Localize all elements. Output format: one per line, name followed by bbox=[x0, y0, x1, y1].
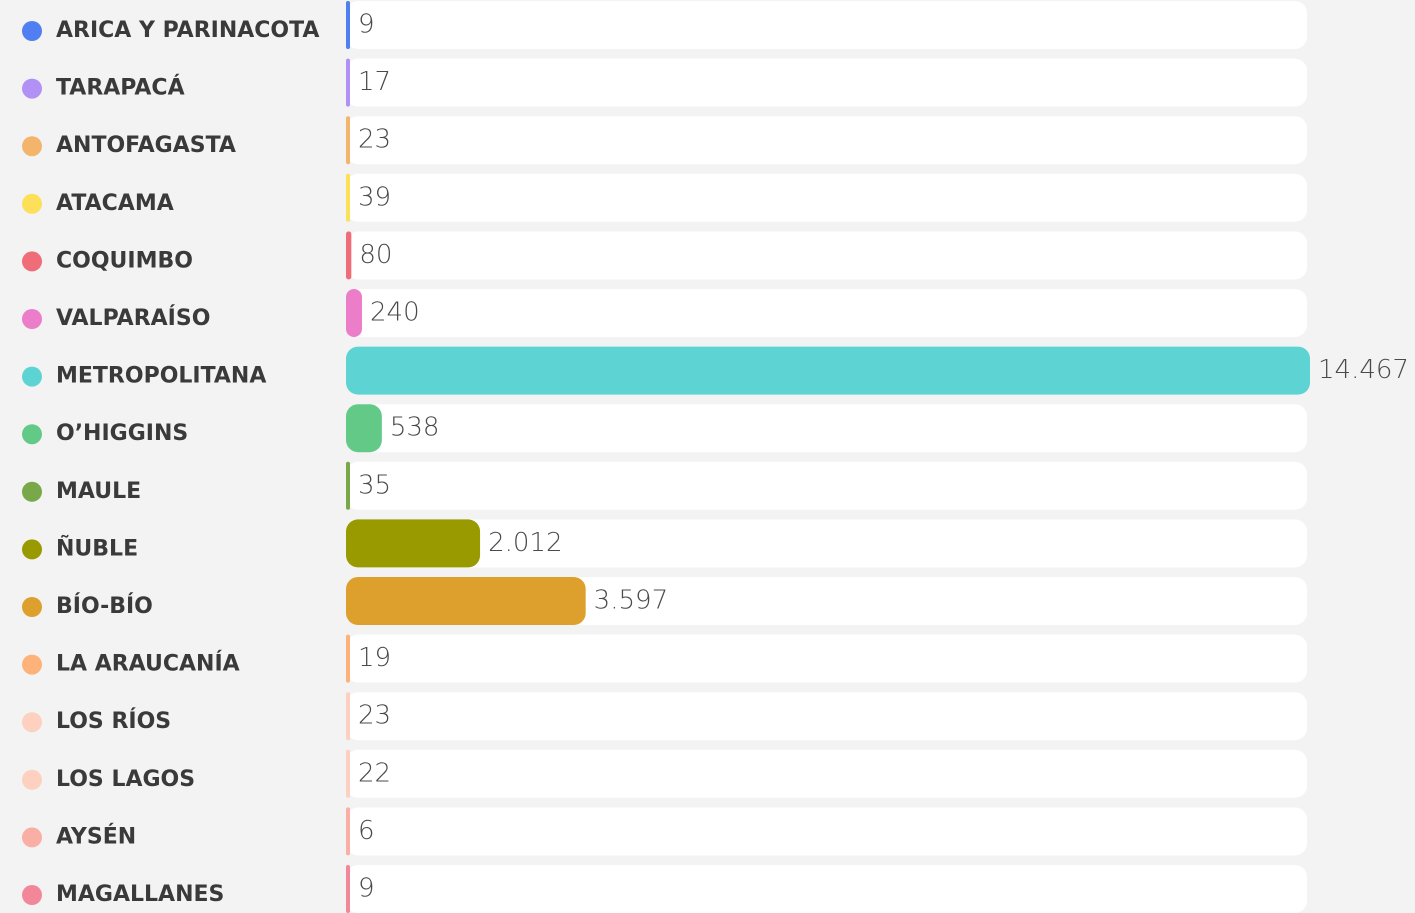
bar-track bbox=[346, 807, 1307, 856]
bar bbox=[346, 749, 350, 798]
category-label: COQUIMBO bbox=[56, 248, 193, 273]
value-label: 17 bbox=[358, 67, 391, 97]
bar-track bbox=[346, 404, 1307, 453]
category-label: ATACAMA bbox=[56, 191, 174, 216]
bar bbox=[346, 58, 350, 107]
category-label: MAULE bbox=[56, 479, 141, 504]
bar bbox=[346, 173, 350, 222]
bar-track bbox=[346, 1, 1307, 49]
bar-track bbox=[346, 58, 1307, 107]
category-label: AYSÉN bbox=[56, 823, 136, 849]
bar bbox=[346, 519, 481, 568]
legend-dot bbox=[22, 366, 42, 387]
bar-track bbox=[346, 865, 1307, 913]
value-label: 14.467 bbox=[1318, 355, 1409, 385]
value-label: 6 bbox=[358, 816, 375, 846]
legend-dot bbox=[22, 597, 42, 617]
legend-dot bbox=[22, 251, 42, 272]
legend-dot bbox=[22, 712, 42, 733]
category-label: METROPOLITANA bbox=[56, 364, 266, 389]
category-label: LOS LAGOS bbox=[56, 767, 195, 792]
bar-track bbox=[346, 634, 1307, 683]
bar-track bbox=[346, 519, 1307, 568]
category-label: VALPARAÍSO bbox=[56, 305, 210, 331]
legend-dot bbox=[22, 885, 42, 905]
category-label: O’HIGGINS bbox=[56, 421, 188, 446]
bar bbox=[346, 461, 350, 510]
category-label: LOS RÍOS bbox=[56, 708, 171, 734]
legend-dot bbox=[22, 481, 42, 502]
bar-track bbox=[346, 289, 1307, 337]
bar bbox=[346, 865, 350, 913]
bar bbox=[346, 116, 350, 165]
category-label: ANTOFAGASTA bbox=[56, 133, 236, 158]
value-label: 538 bbox=[390, 413, 440, 443]
value-label: 2.012 bbox=[488, 528, 562, 558]
value-label: 23 bbox=[358, 701, 391, 731]
bar-track bbox=[346, 116, 1307, 165]
value-label: 23 bbox=[358, 125, 391, 155]
bar bbox=[346, 231, 352, 280]
bar-track bbox=[346, 461, 1307, 510]
legend-dot bbox=[22, 424, 42, 445]
legend-dot bbox=[22, 21, 42, 41]
bar bbox=[346, 692, 350, 741]
legend-dot bbox=[22, 769, 42, 790]
value-label: 19 bbox=[358, 643, 391, 673]
bar-track bbox=[346, 749, 1307, 798]
bar bbox=[346, 1, 350, 49]
bar-track bbox=[346, 231, 1307, 280]
bar-track bbox=[346, 577, 1307, 625]
legend-dot bbox=[22, 136, 42, 157]
bar bbox=[346, 289, 362, 337]
bar-track bbox=[346, 173, 1307, 222]
category-label: MAGALLANES bbox=[56, 882, 224, 907]
bar bbox=[346, 346, 1310, 395]
legend-dot bbox=[22, 193, 42, 214]
legend-dot bbox=[22, 539, 42, 560]
bar-track bbox=[346, 692, 1307, 741]
bar bbox=[346, 634, 350, 683]
bar bbox=[346, 577, 586, 625]
value-label: 3.597 bbox=[594, 586, 668, 616]
value-label: 80 bbox=[359, 240, 392, 270]
value-label: 240 bbox=[370, 298, 420, 328]
bar bbox=[346, 404, 382, 453]
legend-dot bbox=[22, 827, 42, 848]
value-label: 35 bbox=[358, 470, 391, 500]
category-label: ARICA Y PARINACOTA bbox=[56, 18, 319, 43]
legend-dot bbox=[22, 654, 42, 675]
category-label: TARAPACÁ bbox=[56, 75, 185, 101]
legend-dot bbox=[22, 309, 42, 329]
category-label: BÍO-BÍO bbox=[56, 593, 153, 619]
value-label: 9 bbox=[358, 874, 375, 904]
value-label: 22 bbox=[358, 758, 391, 788]
bar bbox=[346, 807, 350, 856]
legend-dot bbox=[22, 78, 42, 99]
category-label: LA ARAUCANÍA bbox=[56, 651, 240, 677]
value-label: 39 bbox=[358, 182, 391, 212]
category-label: ÑUBLE bbox=[56, 535, 138, 561]
value-label: 9 bbox=[358, 10, 375, 40]
